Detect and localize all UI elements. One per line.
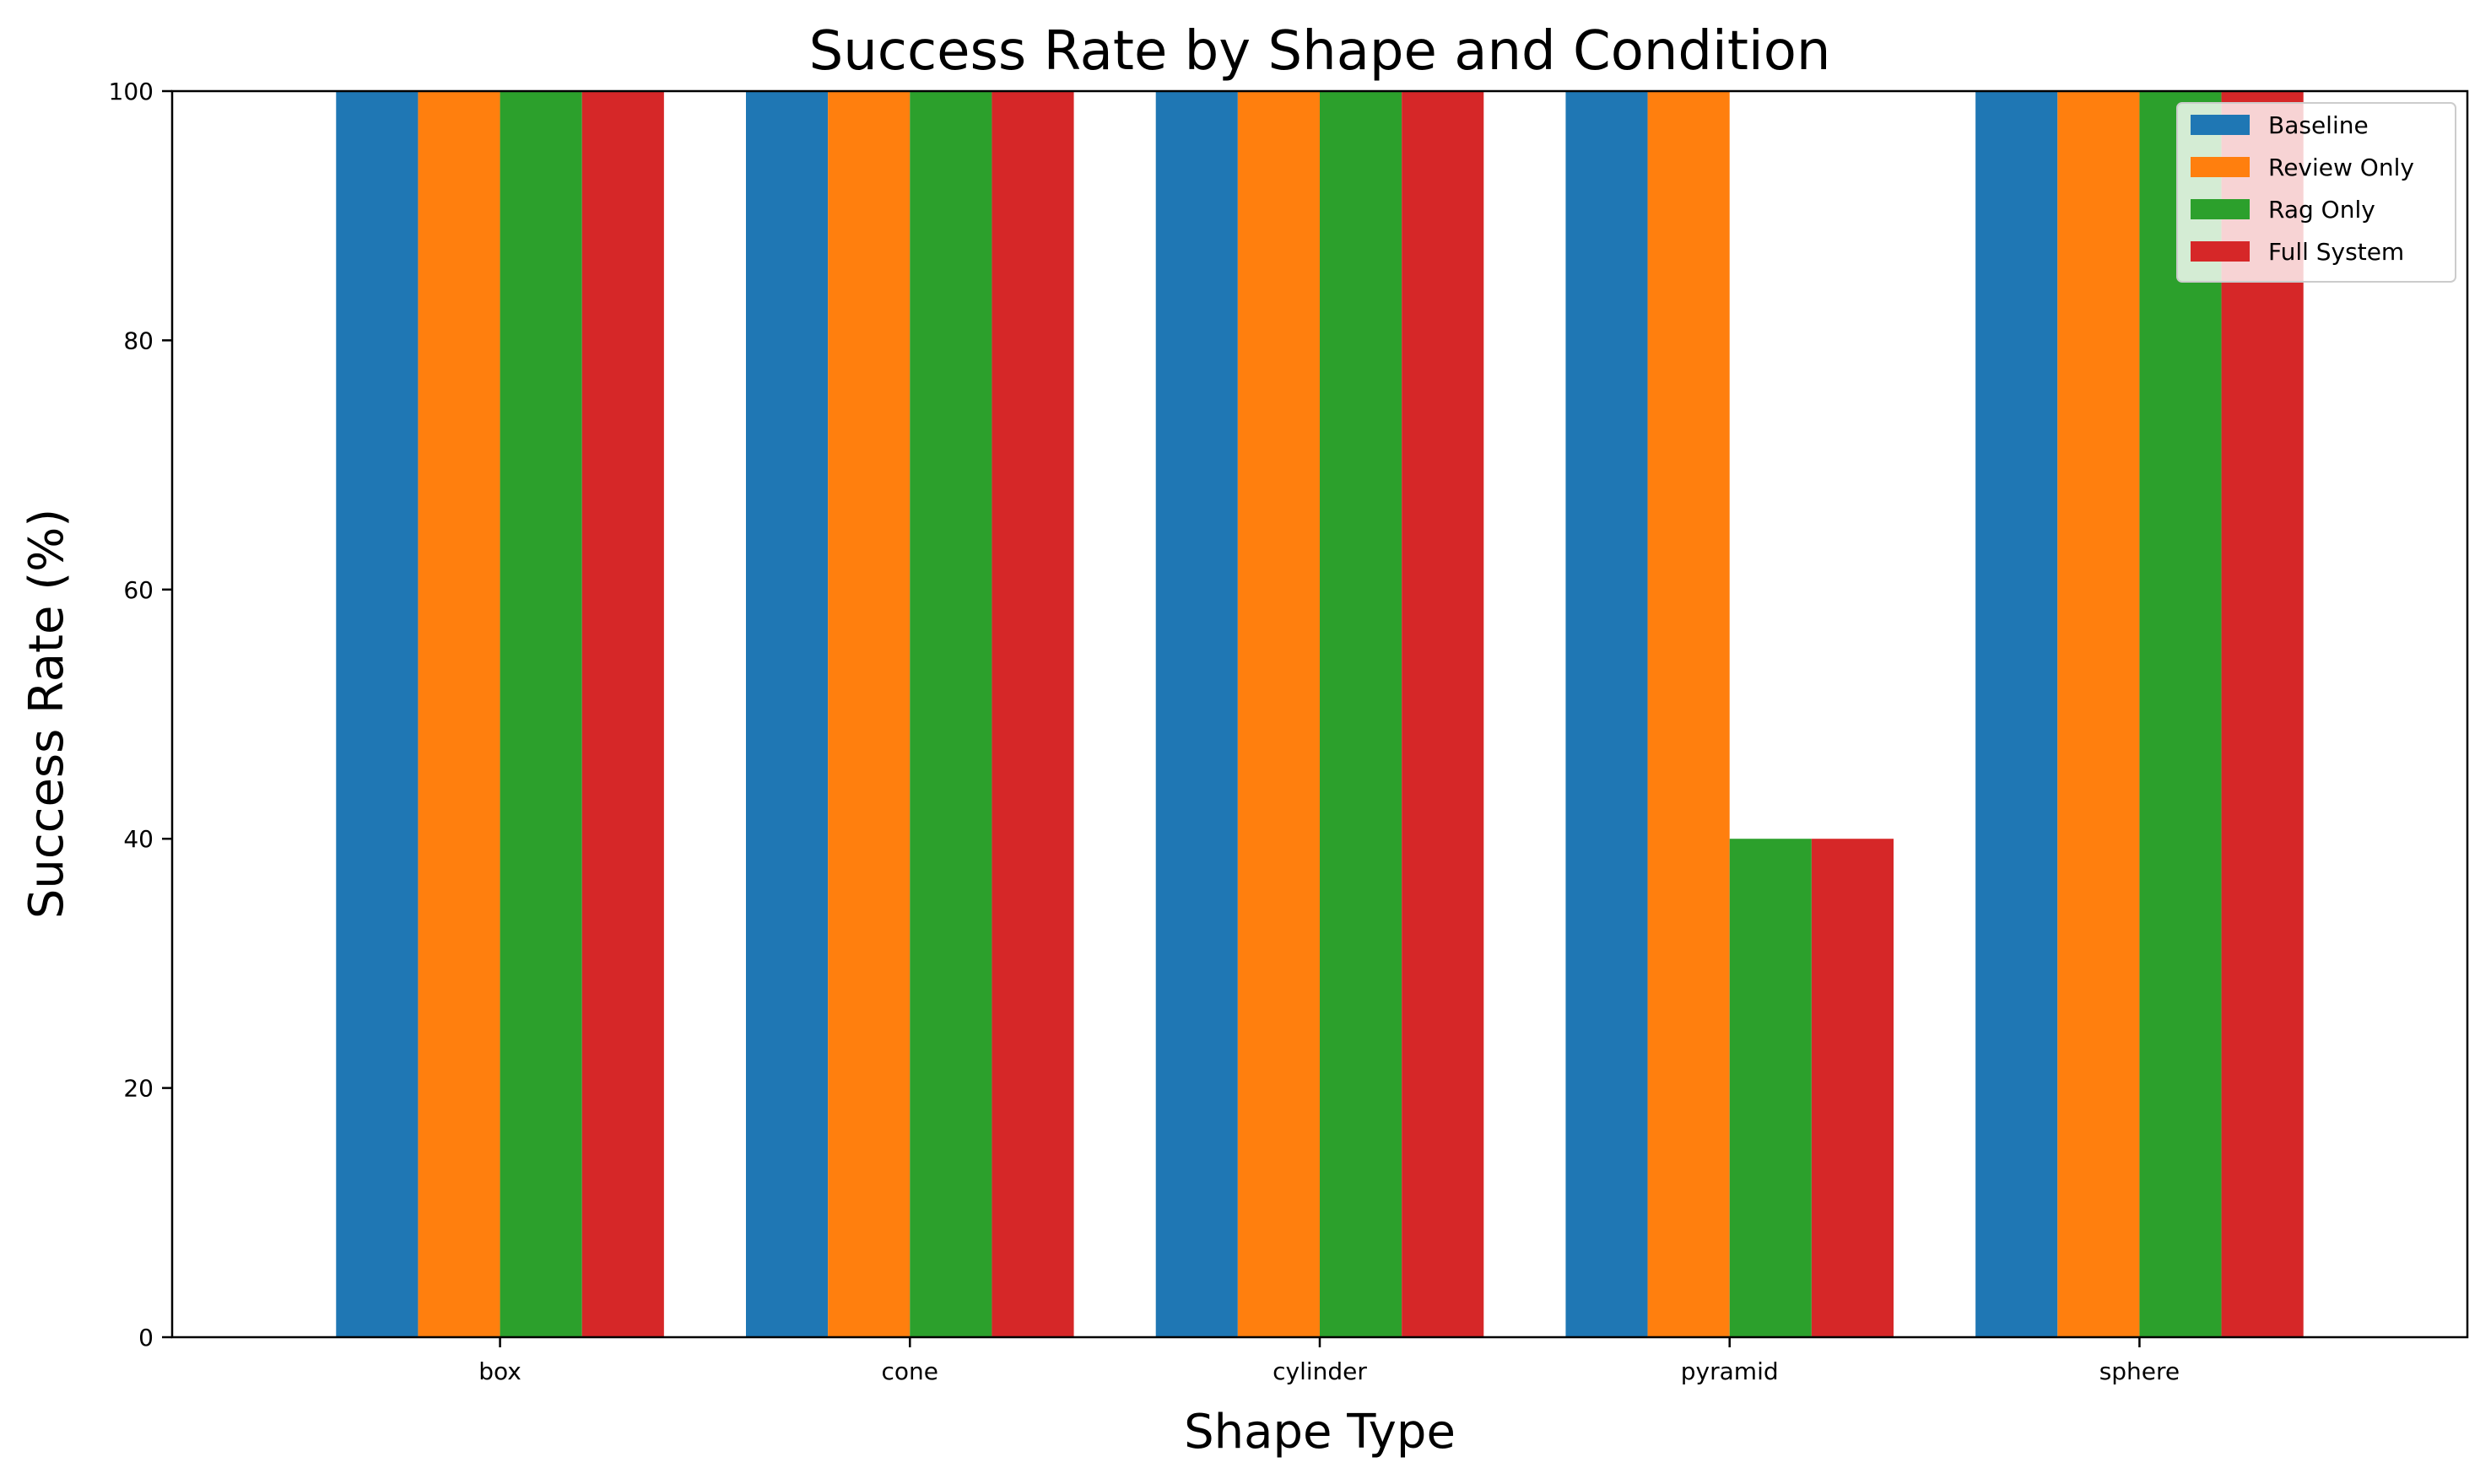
bar-rag-only-cylinder	[1320, 91, 1402, 1337]
legend: Baseline Review Only Rag Only Full System	[2176, 102, 2456, 283]
bar-review-only-box	[418, 91, 500, 1337]
y-tick-label: 80	[123, 326, 154, 354]
bar-review-only-sphere	[2057, 91, 2140, 1337]
x-tick-label: box	[478, 1357, 521, 1385]
legend-box	[2176, 102, 2456, 283]
bar-baseline-sphere	[1975, 91, 2058, 1337]
legend-label: Baseline	[2268, 111, 2369, 139]
x-tick-label: cone	[882, 1357, 939, 1385]
y-axis-title: Success Rate (%)	[19, 509, 74, 919]
x-tick-label: cylinder	[1273, 1357, 1367, 1385]
legend-label: Full System	[2268, 238, 2404, 266]
bar-full-system-cone	[992, 91, 1074, 1337]
bar-rag-only-cone	[910, 91, 992, 1337]
bar-baseline-pyramid	[1565, 91, 1648, 1337]
x-axis-ticks: box cone cylinder pyramid sphere	[478, 1337, 2180, 1385]
y-tick-label: 0	[138, 1324, 154, 1352]
bar-rag-only-sphere	[2139, 91, 2222, 1337]
bar-review-only-pyramid	[1647, 91, 1730, 1337]
bars	[336, 91, 2304, 1337]
chart-title: Success Rate by Shape and Condition	[809, 20, 1831, 83]
bar-baseline-cone	[746, 91, 829, 1337]
legend-swatch	[2191, 157, 2250, 177]
x-tick-label: sphere	[2099, 1357, 2180, 1385]
bar-baseline-cylinder	[1155, 91, 1238, 1337]
legend-swatch	[2191, 199, 2250, 219]
y-tick-label: 60	[123, 576, 154, 604]
bar-full-system-cylinder	[1402, 91, 1484, 1337]
bar-full-system-box	[581, 91, 664, 1337]
bar-full-system-sphere	[2221, 91, 2304, 1337]
plot-frame	[170, 89, 2469, 1339]
y-tick-label: 40	[123, 825, 154, 853]
y-tick-label: 100	[109, 78, 154, 105]
bar-review-only-cylinder	[1237, 91, 1320, 1337]
x-tick-label: pyramid	[1681, 1357, 1779, 1385]
legend-label: Review Only	[2268, 154, 2414, 181]
bar-review-only-cone	[828, 91, 910, 1337]
x-axis-title: Shape Type	[1184, 1405, 1456, 1460]
bar-rag-only-box	[500, 91, 582, 1337]
legend-swatch	[2191, 241, 2250, 262]
legend-items: Baseline Review Only Rag Only Full System	[2191, 111, 2414, 266]
y-tick-label: 20	[123, 1075, 154, 1103]
legend-swatch	[2191, 115, 2250, 135]
bar-baseline-box	[336, 91, 419, 1337]
legend-label: Rag Only	[2268, 196, 2375, 224]
bar-rag-only-pyramid	[1729, 839, 1812, 1337]
bar-full-system-pyramid	[1811, 839, 1894, 1337]
y-axis-ticks: 0 20 40 60 80 100	[109, 78, 172, 1352]
